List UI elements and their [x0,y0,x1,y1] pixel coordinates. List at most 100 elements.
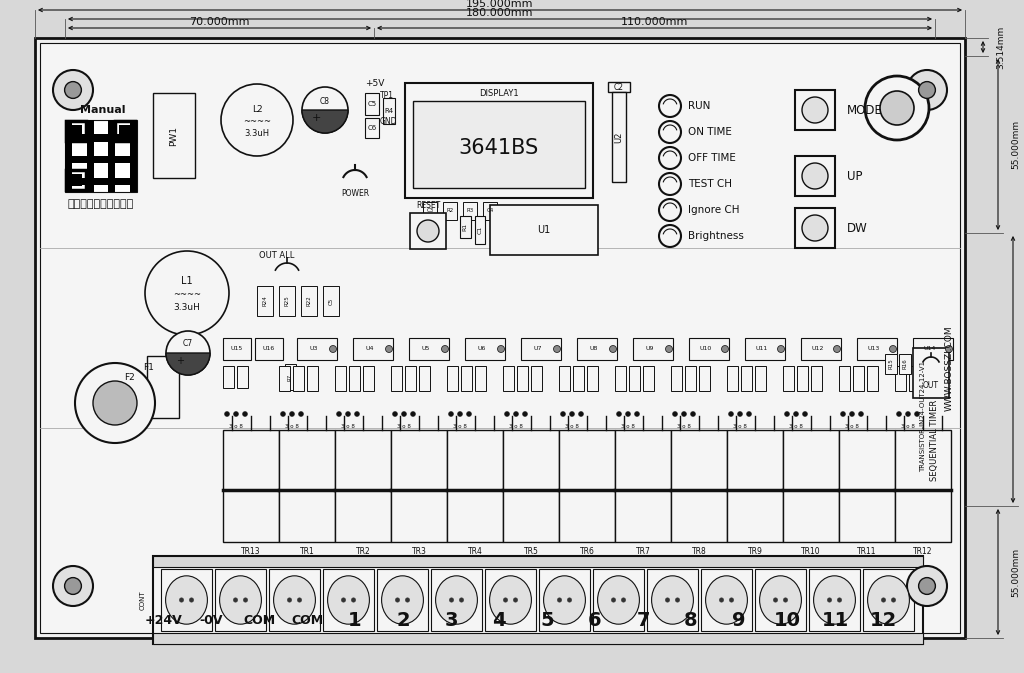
Text: 110.000mm: 110.000mm [621,17,688,27]
Bar [465,338,505,360]
Circle shape [299,411,303,417]
Text: TR10: TR10 [801,546,821,555]
Circle shape [441,345,449,353]
Bar [406,83,593,198]
Bar [895,430,951,542]
Circle shape [907,566,947,606]
Bar [109,178,116,185]
Circle shape [784,411,790,417]
Bar [130,135,137,141]
Bar [116,178,123,185]
Bar [783,430,839,542]
Text: 4: 4 [493,610,506,629]
Text: COM: COM [291,614,323,627]
Bar [109,135,116,141]
Bar [130,163,137,170]
Text: U5: U5 [422,347,430,351]
Text: TR4: TR4 [468,546,482,555]
Text: L1: L1 [181,276,193,286]
Text: SEQUENTIAL TIMER: SEQUENTIAL TIMER [931,399,939,481]
Circle shape [773,598,777,602]
Bar [423,202,437,220]
Circle shape [802,163,828,189]
Text: 3: 3 [444,610,458,629]
Text: DW: DW [847,221,867,234]
Bar [109,141,116,149]
Ellipse shape [651,576,693,624]
Text: U15: U15 [230,347,243,351]
Bar [490,205,598,255]
Bar [895,366,906,391]
Circle shape [93,381,137,425]
Bar [87,163,94,170]
Text: 1: 1 [348,610,361,629]
Bar [73,178,80,185]
Bar [573,366,584,391]
Circle shape [783,598,787,602]
Bar [365,93,379,115]
Circle shape [838,598,842,602]
Bar [65,120,73,127]
Text: C7: C7 [183,339,194,347]
Bar [353,338,393,360]
Circle shape [919,81,935,98]
Circle shape [75,363,155,443]
Bar [153,633,923,644]
Bar [297,338,337,360]
Circle shape [354,411,359,417]
Bar [87,135,94,141]
Bar [130,141,137,149]
Bar [365,118,379,138]
Text: 3 o 8: 3 o 8 [845,423,859,429]
Text: 3 o 8: 3 o 8 [341,423,355,429]
Circle shape [166,331,210,375]
Bar [65,127,73,135]
Bar [130,178,137,185]
Bar [577,338,617,360]
Text: 3 o 8: 3 o 8 [565,423,579,429]
Text: 180.000mm: 180.000mm [466,8,534,18]
Text: TR11: TR11 [857,546,877,555]
Text: 3 o 8: 3 o 8 [622,423,635,429]
Circle shape [622,598,626,602]
Bar [153,556,923,644]
Circle shape [449,411,454,417]
Text: 3 o 8: 3 o 8 [397,423,411,429]
Circle shape [233,598,238,602]
Circle shape [682,411,686,417]
Bar [293,366,304,391]
Bar [87,178,94,185]
Bar [109,127,116,135]
Bar [377,569,428,631]
Bar [559,430,615,542]
Circle shape [659,225,681,247]
Text: -0V: -0V [200,614,223,627]
Text: COM: COM [243,614,275,627]
Ellipse shape [328,576,370,624]
Text: 3 o 8: 3 o 8 [453,423,467,429]
Text: R7: R7 [288,374,293,381]
Bar [795,156,835,196]
Bar [521,338,561,360]
Bar [701,569,752,631]
Text: +: + [176,356,184,366]
Circle shape [467,411,471,417]
Text: 70.000mm: 70.000mm [189,17,250,27]
Text: GND: GND [380,118,397,127]
Circle shape [803,411,808,417]
Text: CONT: CONT [140,590,146,610]
Bar [503,430,559,542]
Bar [913,338,953,360]
Circle shape [827,598,831,602]
Bar [109,163,116,170]
Bar [307,366,318,391]
Text: R2: R2 [446,209,454,213]
Text: TR9: TR9 [748,546,763,555]
Bar [383,98,395,124]
Circle shape [858,411,863,417]
Text: C5: C5 [368,101,377,107]
Ellipse shape [598,576,639,624]
Text: TR12: TR12 [913,546,933,555]
Circle shape [737,411,742,417]
Circle shape [345,411,350,417]
